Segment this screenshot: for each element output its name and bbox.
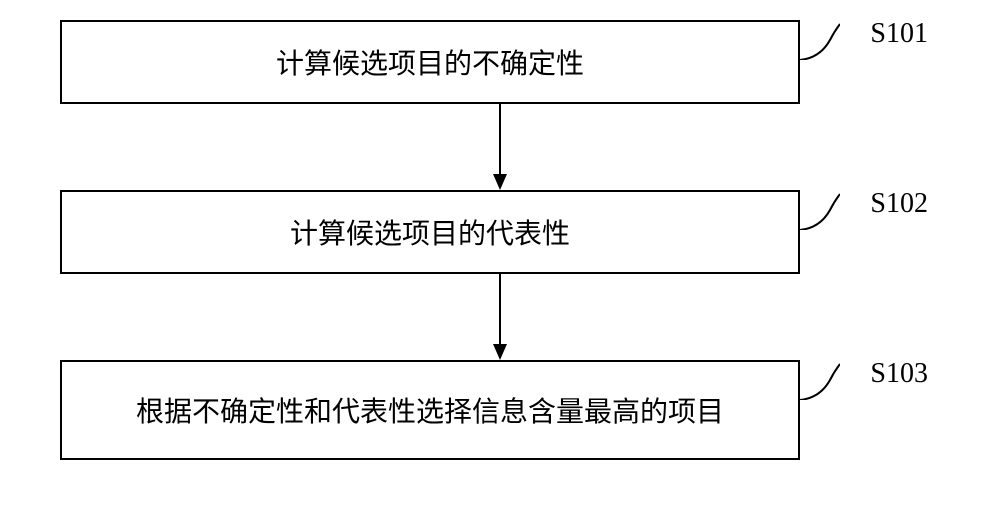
label-connector-s102 bbox=[800, 190, 840, 230]
step-box-s101: 计算候选项目的不确定性 S101 bbox=[60, 20, 800, 104]
step-label-s101: S101 bbox=[870, 18, 928, 50]
flowchart-container: 计算候选项目的不确定性 S101 计算候选项目的代表性 S102 根据不确定性和… bbox=[60, 20, 940, 460]
step-text: 计算候选项目的代表性 bbox=[290, 212, 570, 252]
step-text: 计算候选项目的不确定性 bbox=[276, 42, 584, 82]
step-text: 根据不确定性和代表性选择信息含量最高的项目 bbox=[136, 390, 724, 430]
label-connector-s101 bbox=[800, 20, 840, 60]
step-box-s103: 根据不确定性和代表性选择信息含量最高的项目 S103 bbox=[60, 360, 800, 460]
arrow-s102-s103 bbox=[485, 274, 515, 360]
arrow-s101-s102 bbox=[485, 104, 515, 190]
step-box-s102: 计算候选项目的代表性 S102 bbox=[60, 190, 800, 274]
step-label-s103: S103 bbox=[870, 358, 928, 390]
step-label-s102: S102 bbox=[870, 188, 928, 220]
label-connector-s103 bbox=[800, 360, 840, 400]
